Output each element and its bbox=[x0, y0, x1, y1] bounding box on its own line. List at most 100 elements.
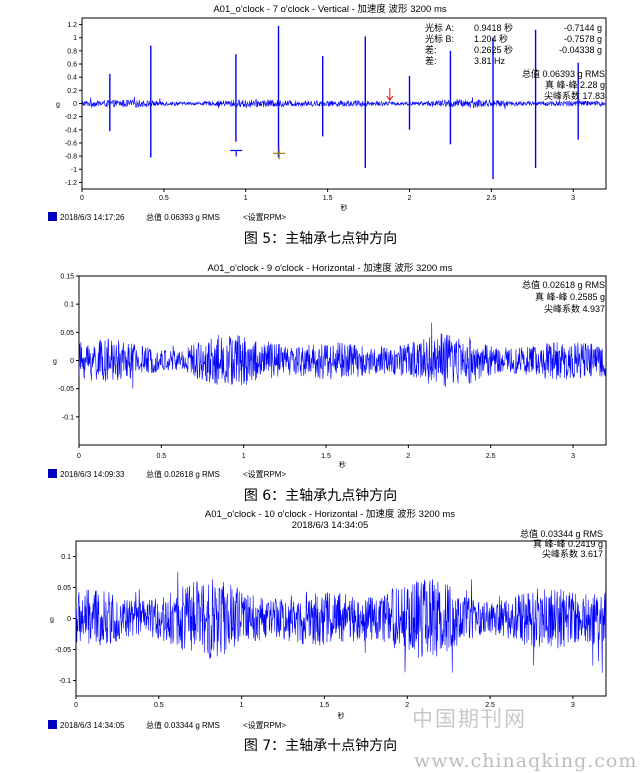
x-tick-label: 2.5 bbox=[487, 195, 497, 202]
x-tick-label: 0 bbox=[74, 702, 78, 709]
figure-caption-6: 图 6：主轴承九点钟方向 bbox=[243, 488, 398, 504]
stats-line: 真 峰-峰 0.2419 g bbox=[533, 538, 603, 549]
stats-line: 尖峰系数 3.617 bbox=[542, 548, 603, 559]
y-axis-label: g bbox=[56, 102, 60, 109]
y-tick-label: -1 bbox=[71, 167, 77, 174]
x-tick-label: 2 bbox=[405, 702, 409, 709]
stats-line: 真 峰-峰 2.28 g bbox=[545, 79, 605, 90]
status-overall: 总值 0.02618 g RMS bbox=[146, 469, 220, 479]
y-tick-label: -0.6 bbox=[65, 140, 77, 147]
x-axis-label: 秒 bbox=[339, 460, 346, 469]
waveform-series-line bbox=[78, 322, 607, 389]
x-tick-label: 0 bbox=[77, 453, 81, 460]
x-tick-label: 0.5 bbox=[156, 453, 166, 460]
cursor-readout-label: 光标 B: bbox=[425, 33, 454, 44]
waveform-chart-7-oclock[interactable]: A01_o'clock - 7 o'clock - Vertical - 加速度… bbox=[0, 0, 641, 228]
x-tick-label: 0 bbox=[80, 195, 84, 202]
y-tick-label: 0.05 bbox=[57, 585, 71, 592]
chart-subtitle: 2018/6/3 14:34:05 bbox=[292, 520, 369, 531]
x-tick-label: 1 bbox=[242, 453, 246, 460]
y-axis-label: g bbox=[50, 617, 54, 624]
stats-line: 真 峰-峰 0.2585 g bbox=[535, 291, 605, 302]
y-tick-label: 0.2 bbox=[67, 88, 77, 95]
status-datetime: 2018/6/3 14:17:26 bbox=[60, 213, 125, 222]
stats-line: 尖峰系数 17.83 bbox=[544, 90, 605, 101]
y-tick-label: 0.15 bbox=[60, 274, 74, 281]
y-tick-label: -0.8 bbox=[65, 154, 77, 161]
cursor-readout-label: 差: bbox=[425, 55, 437, 66]
cursor-readout-time: 3.81 Hz bbox=[474, 56, 506, 66]
status-color-square bbox=[48, 212, 57, 221]
y-tick-label: -0.1 bbox=[59, 678, 71, 685]
chart-title: A01_o'clock - 9 o'clock - Horizontal - 加… bbox=[208, 262, 453, 274]
x-axis-label: 秒 bbox=[341, 203, 348, 212]
stats-line: 总值 0.06393 g RMS bbox=[522, 68, 605, 79]
y-tick-label: 0.1 bbox=[61, 554, 71, 561]
stats-line: 总值 0.03344 g RMS bbox=[520, 528, 603, 539]
x-tick-label: 3 bbox=[571, 195, 575, 202]
y-tick-label: -0.05 bbox=[58, 386, 74, 393]
status-color-square bbox=[48, 469, 57, 478]
x-tick-label: 0.5 bbox=[154, 702, 164, 709]
stats-line: 尖峰系数 4.937 bbox=[544, 303, 605, 314]
peak-arrow-marker bbox=[386, 88, 394, 102]
chart-panel-7-oclock: A01_o'clock - 7 o'clock - Vertical - 加速度… bbox=[0, 0, 641, 228]
y-tick-label: 1 bbox=[73, 35, 77, 42]
watermark-cn: 中国期刊网 bbox=[412, 707, 527, 731]
figure-caption-5: 图 5：主轴承七点钟方向 bbox=[243, 231, 398, 247]
x-tick-label: 3 bbox=[571, 453, 575, 460]
chart-panel-10-oclock: A01_o'clock - 10 o'clock - Horizontal - … bbox=[0, 506, 641, 734]
x-tick-label: 1 bbox=[240, 702, 244, 709]
chart-title: A01_o'clock - 10 o'clock - Horizontal - … bbox=[205, 508, 455, 520]
x-tick-label: 1.5 bbox=[321, 453, 331, 460]
x-tick-label: 2 bbox=[406, 453, 410, 460]
status-rpm: <设置RPM> bbox=[243, 212, 286, 222]
cursor-readout-value: -0.04338 g bbox=[559, 45, 602, 55]
status-rpm: <设置RPM> bbox=[243, 469, 286, 479]
y-tick-label: -0.05 bbox=[55, 647, 71, 654]
cursor-readout-time: 0.9418 秒 bbox=[474, 22, 513, 33]
waveform-chart-10-oclock[interactable]: A01_o'clock - 10 o'clock - Horizontal - … bbox=[0, 506, 641, 734]
figure-caption-7: 图 7：主轴承十点钟方向 bbox=[243, 738, 398, 754]
x-tick-label: 1 bbox=[244, 195, 248, 202]
y-tick-label: -1.2 bbox=[65, 180, 77, 187]
x-tick-label: 2 bbox=[408, 195, 412, 202]
status-overall: 总值 0.03344 g RMS bbox=[146, 720, 220, 730]
y-tick-label: 0.8 bbox=[67, 48, 77, 55]
cursor-readout-label: 光标 A: bbox=[425, 22, 454, 33]
y-tick-label: 0 bbox=[73, 101, 77, 108]
cursor-readout-time: 0.2625 秒 bbox=[474, 44, 513, 55]
chart-panel-9-oclock: A01_o'clock - 9 o'clock - Horizontal - 加… bbox=[0, 258, 641, 484]
x-tick-label: 2.5 bbox=[486, 453, 496, 460]
status-datetime: 2018/6/3 14:34:05 bbox=[60, 721, 125, 730]
x-tick-label: 0.5 bbox=[159, 195, 169, 202]
status-datetime: 2018/6/3 14:09:33 bbox=[60, 470, 125, 479]
y-tick-label: 0 bbox=[70, 358, 74, 365]
cursor-readout-value: -0.7144 g bbox=[564, 23, 602, 33]
chart-title: A01_o'clock - 7 o'clock - Vertical - 加速度… bbox=[213, 3, 447, 15]
stats-line: 总值 0.02618 g RMS bbox=[522, 279, 605, 290]
x-axis-label: 秒 bbox=[338, 711, 345, 720]
cursor-readout-label: 差: bbox=[425, 44, 437, 55]
y-tick-label: 0.05 bbox=[60, 330, 74, 337]
waveform-chart-9-oclock[interactable]: A01_o'clock - 9 o'clock - Horizontal - 加… bbox=[0, 258, 641, 484]
y-tick-label: 0.4 bbox=[67, 75, 77, 82]
y-tick-label: -0.4 bbox=[65, 127, 77, 134]
y-tick-label: 0.6 bbox=[67, 62, 77, 69]
y-tick-label: -0.1 bbox=[62, 414, 74, 421]
x-tick-label: 1.5 bbox=[320, 702, 330, 709]
x-tick-label: 3 bbox=[571, 702, 575, 709]
status-color-square bbox=[48, 720, 57, 729]
waveform-series-line bbox=[81, 96, 607, 110]
cursor-readout-value: -0.7578 g bbox=[564, 34, 602, 44]
y-tick-label: 0 bbox=[67, 616, 71, 623]
y-tick-label: -0.2 bbox=[65, 114, 77, 121]
status-rpm: <设置RPM> bbox=[243, 720, 286, 730]
status-overall: 总值 0.06393 g RMS bbox=[146, 212, 220, 222]
watermark-url: www.chinaqking.com bbox=[414, 750, 638, 772]
waveform-series-line bbox=[75, 571, 607, 673]
y-axis-label: g bbox=[53, 359, 57, 366]
cursor-readout-time: 1.204 秒 bbox=[474, 33, 508, 44]
x-tick-label: 1.5 bbox=[323, 195, 333, 202]
x-tick-label: 2.5 bbox=[485, 702, 495, 709]
